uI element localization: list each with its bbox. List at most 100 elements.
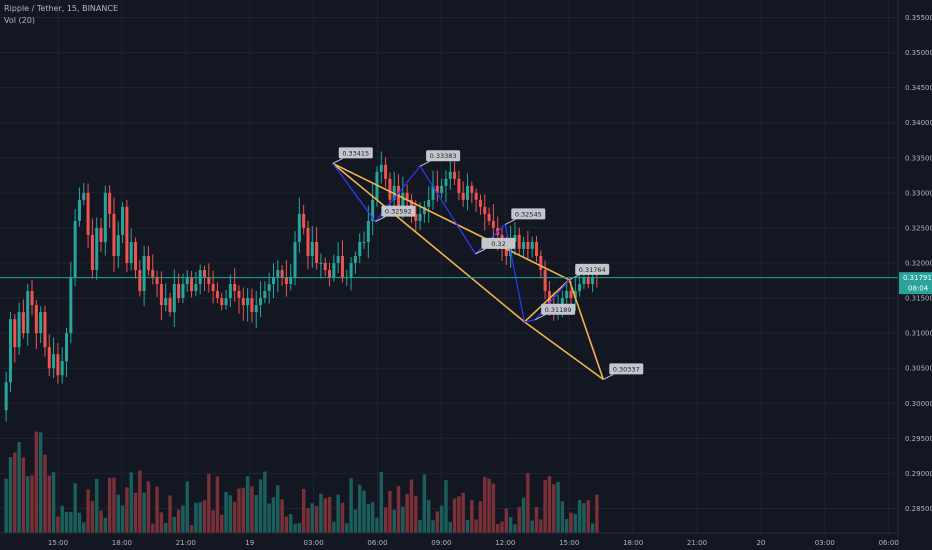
bar-countdown: 08:04 (908, 285, 929, 293)
volume-bar (60, 505, 64, 533)
callout-label: 0.31189 (545, 306, 572, 314)
volume-bar (185, 481, 189, 533)
volume-bar (530, 520, 534, 533)
volume-bar (301, 488, 306, 533)
candles (4, 151, 599, 422)
volume-bar (426, 500, 431, 533)
volume-bar (457, 496, 461, 533)
y-tick-label: 0.34500 (905, 84, 932, 92)
volume-bar (414, 496, 418, 533)
volume-bar (448, 522, 452, 533)
candle-body (405, 192, 409, 200)
candle-body (332, 262, 336, 278)
y-tick-label: 0.29500 (905, 435, 932, 443)
candle-body (543, 270, 547, 292)
candle-body (565, 291, 569, 299)
volume-bar (4, 478, 8, 533)
candle-body (90, 234, 94, 271)
callout-pointer (603, 373, 614, 380)
candle-body (168, 298, 172, 313)
volume-bar (444, 480, 448, 533)
volume-bar (151, 523, 155, 533)
volume-bar (513, 524, 517, 533)
candle-body (569, 291, 573, 299)
candle-body (198, 270, 202, 285)
volume-bar (258, 479, 263, 533)
candle-body (73, 220, 77, 278)
candle-body (328, 270, 332, 278)
pattern-line-blue (534, 279, 570, 321)
volume-bar (280, 499, 284, 533)
volume-bar (504, 508, 509, 533)
candle-body (315, 241, 319, 263)
volume-bar (577, 500, 582, 533)
candle-body (224, 298, 228, 306)
candle-body (26, 291, 30, 334)
candle-body (349, 262, 353, 278)
volume-bar (310, 503, 315, 533)
candle-body (466, 185, 470, 200)
volume-bar (564, 519, 569, 533)
x-tick-label: 15:00 (48, 539, 68, 547)
candle-body (418, 213, 422, 221)
volume-bar (77, 512, 82, 533)
volume-bar (349, 478, 353, 533)
candle-body (401, 192, 405, 207)
volume-bar (263, 471, 267, 533)
callout-label: 0.32 (491, 240, 505, 248)
x-tick-label: 21:00 (687, 539, 707, 547)
candle-body (504, 248, 508, 256)
volume-bar (73, 483, 77, 533)
candle-body (470, 185, 474, 193)
candle-body (146, 255, 150, 271)
volume-bar (465, 519, 470, 533)
candle-body (4, 382, 8, 411)
x-axis-labels[interactable]: 15:00 18:00 21:00 19 03:00 06:00 09:00 12:00 15:… (48, 539, 899, 547)
volume-bar (379, 471, 384, 533)
volume-bar (159, 512, 164, 533)
candle-body (319, 262, 323, 264)
candle-body (280, 270, 284, 278)
candle-body (306, 227, 310, 256)
callout-label: 0.32592 (385, 208, 412, 216)
volume-bar (51, 472, 56, 533)
y-tick-label: 0.29000 (905, 470, 932, 478)
volume-bar (254, 495, 258, 533)
callout-box (511, 208, 546, 220)
callout-label: 0.32545 (515, 210, 542, 218)
candle-body (17, 312, 21, 348)
last-price-value: 0.31791 (903, 274, 932, 282)
candle-body (172, 284, 176, 313)
volume-bar (17, 442, 21, 533)
candle-body (379, 164, 383, 172)
candle-body (237, 291, 241, 299)
candle-body (233, 284, 237, 292)
candle-body (190, 277, 194, 292)
volume-bar (319, 493, 323, 533)
candle-body (582, 277, 586, 285)
volume-bar (539, 519, 543, 533)
callout-box (381, 205, 416, 217)
candle-body (159, 284, 163, 306)
volume-bar (586, 500, 590, 533)
candle-body (129, 241, 133, 263)
volume-bar (314, 506, 319, 533)
volume-bar (82, 522, 86, 533)
volume-bar (38, 432, 43, 533)
candle-body (526, 241, 530, 249)
candle-body (13, 319, 17, 348)
candle-body (522, 241, 526, 249)
pattern-line-blue (419, 165, 476, 255)
volume-bar (90, 500, 95, 533)
candle-body (34, 305, 38, 334)
volume-bar (276, 485, 280, 533)
candle-body (427, 199, 431, 207)
x-tick-label: 06:00 (879, 539, 899, 547)
candle-body (444, 178, 448, 186)
volume-bar (401, 506, 405, 533)
volume-bar (163, 522, 168, 533)
candle-body (483, 206, 487, 214)
volume-bar (388, 490, 392, 533)
symbol-title: Ripple / Tether, 15, BINANCE (4, 4, 119, 13)
